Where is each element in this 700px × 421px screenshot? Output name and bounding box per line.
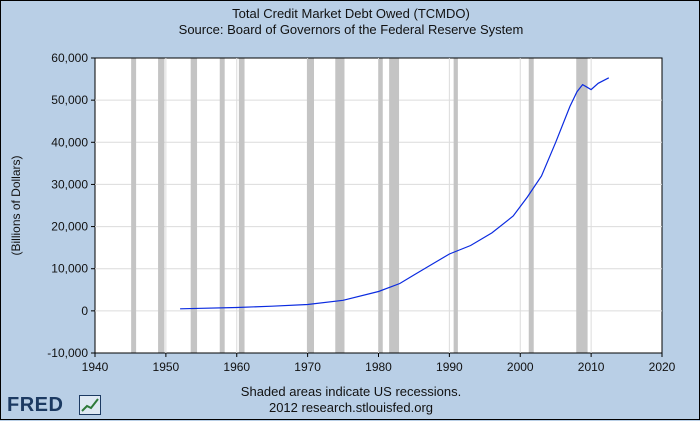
- chart-subtitle: Source: Board of Governors of the Federa…: [178, 22, 524, 37]
- x-tick-label: 2010: [578, 360, 605, 374]
- y-tick-label: 0: [81, 304, 88, 318]
- recession-band: [528, 58, 534, 353]
- x-tick-label: 2000: [507, 360, 534, 374]
- recession-band: [219, 58, 225, 353]
- y-tick-label: 50,000: [51, 93, 88, 107]
- x-tick-label: 1990: [436, 360, 463, 374]
- y-tick-label: 60,000: [51, 51, 88, 65]
- recession-band: [378, 58, 383, 353]
- recession-band: [131, 58, 137, 353]
- recession-band: [453, 58, 458, 353]
- x-tick-label: 1940: [82, 360, 109, 374]
- y-tick-label: 30,000: [51, 177, 88, 191]
- chart-title: Total Credit Market Debt Owed (TCMDO): [232, 6, 470, 21]
- axis-ticks: 1940 1950 1960 1970 1980 1990 2000 2010 2020 -10,…: [47, 51, 675, 374]
- footer-credit: 2012 research.stlouisfed.org: [268, 400, 434, 415]
- y-tick-label: 20,000: [51, 220, 88, 234]
- x-tick-label: 1980: [365, 360, 392, 374]
- footer-recession-note: Shaded areas indicate US recessions.: [240, 384, 462, 399]
- y-axis-label: (Billions of Dollars): [9, 155, 23, 255]
- series-line: [180, 77, 610, 310]
- recession-band: [306, 58, 315, 353]
- recession-band: [335, 58, 345, 353]
- y-tick-label: 40,000: [51, 135, 88, 149]
- recession-shading: [131, 58, 588, 353]
- x-tick-label: 2020: [649, 360, 676, 374]
- recession-band: [576, 58, 588, 353]
- recession-band: [389, 58, 400, 353]
- x-tick-label: 1960: [223, 360, 250, 374]
- chart-graph-icon: [79, 395, 101, 415]
- recession-band: [238, 58, 245, 353]
- x-tick-label: 1950: [153, 360, 180, 374]
- y-tick-label: 10,000: [51, 262, 88, 276]
- x-tick-label: 1970: [294, 360, 321, 374]
- y-tick-label: -10,000: [47, 346, 88, 360]
- fred-logo[interactable]: FRED: [7, 394, 64, 416]
- series-lines: [180, 77, 610, 310]
- recession-band: [190, 58, 198, 353]
- recession-band: [158, 58, 165, 353]
